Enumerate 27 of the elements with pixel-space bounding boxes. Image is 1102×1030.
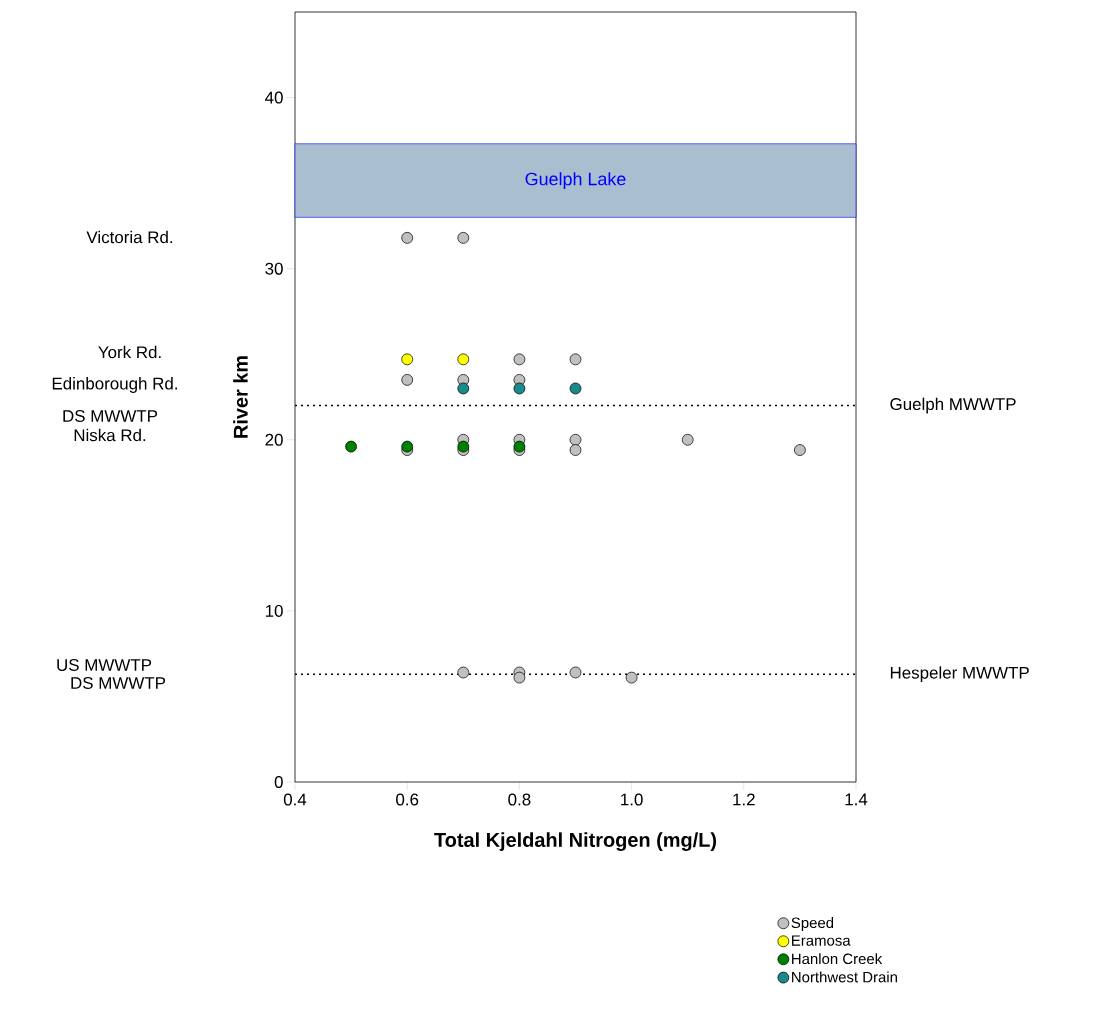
text: DS MWWTP [71, 677, 166, 689]
legend-label: Hanlon Creek [792, 953, 883, 965]
ref-line-label: Guelph MWWTP [890, 397, 1016, 414]
text: Niska Rd. [74, 428, 146, 442]
y-tick-label: 30 [265, 262, 283, 275]
x-tick-label: 1.4 [845, 793, 868, 806]
ref-line-label: Hespeler MWWTP [890, 666, 1029, 683]
y-tick-label: 10 [265, 604, 283, 617]
text: York Rd. [98, 345, 161, 359]
text: Victoria Rd. [86, 230, 173, 244]
y-tick-label: 0 [274, 776, 283, 788]
text: Edinborough Rd. [52, 377, 177, 393]
text: US MWWTP [57, 659, 152, 671]
legend-label: Eramosa [792, 935, 851, 946]
x-tick-label: 0.8 [508, 793, 531, 806]
x-axis-title: Total Kjeldahl Nitrogen (mg/L) [434, 832, 717, 852]
y-tick-label: 20 [265, 433, 283, 446]
y-tick-label: 40 [265, 91, 283, 104]
x-tick-label: 1.2 [733, 793, 755, 806]
text: DS MWWTP [63, 410, 158, 422]
x-tick-label: 0.4 [283, 793, 307, 806]
x-tick-label: 1.0 [621, 793, 643, 806]
legend-label: Northwest Drain [792, 971, 897, 983]
band-label: Guelph Lake [525, 172, 626, 189]
x-tick-label: 0.6 [396, 793, 419, 806]
legend-label: Speed [791, 917, 834, 932]
y-axis-title: River km [233, 356, 248, 438]
